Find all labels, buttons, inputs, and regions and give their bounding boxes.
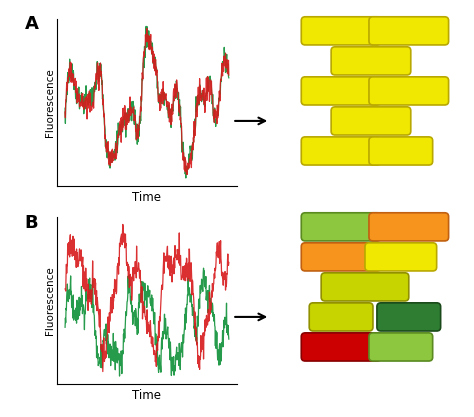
FancyBboxPatch shape [365, 243, 437, 271]
Text: B: B [25, 214, 38, 231]
FancyBboxPatch shape [369, 213, 448, 241]
Text: A: A [25, 15, 38, 33]
FancyBboxPatch shape [369, 17, 448, 45]
Y-axis label: Fluorescence: Fluorescence [46, 68, 55, 136]
FancyBboxPatch shape [301, 243, 381, 271]
FancyBboxPatch shape [331, 47, 411, 75]
FancyBboxPatch shape [301, 213, 381, 241]
FancyBboxPatch shape [377, 303, 441, 331]
FancyBboxPatch shape [301, 77, 381, 105]
FancyBboxPatch shape [301, 17, 381, 45]
Y-axis label: Fluorescence: Fluorescence [46, 266, 55, 334]
FancyBboxPatch shape [309, 303, 373, 331]
FancyBboxPatch shape [369, 333, 433, 361]
FancyBboxPatch shape [369, 137, 433, 165]
FancyBboxPatch shape [301, 333, 381, 361]
FancyBboxPatch shape [331, 107, 411, 135]
FancyBboxPatch shape [369, 77, 448, 105]
FancyBboxPatch shape [321, 273, 409, 301]
X-axis label: Time: Time [132, 389, 162, 402]
X-axis label: Time: Time [132, 191, 162, 204]
FancyBboxPatch shape [301, 137, 381, 165]
